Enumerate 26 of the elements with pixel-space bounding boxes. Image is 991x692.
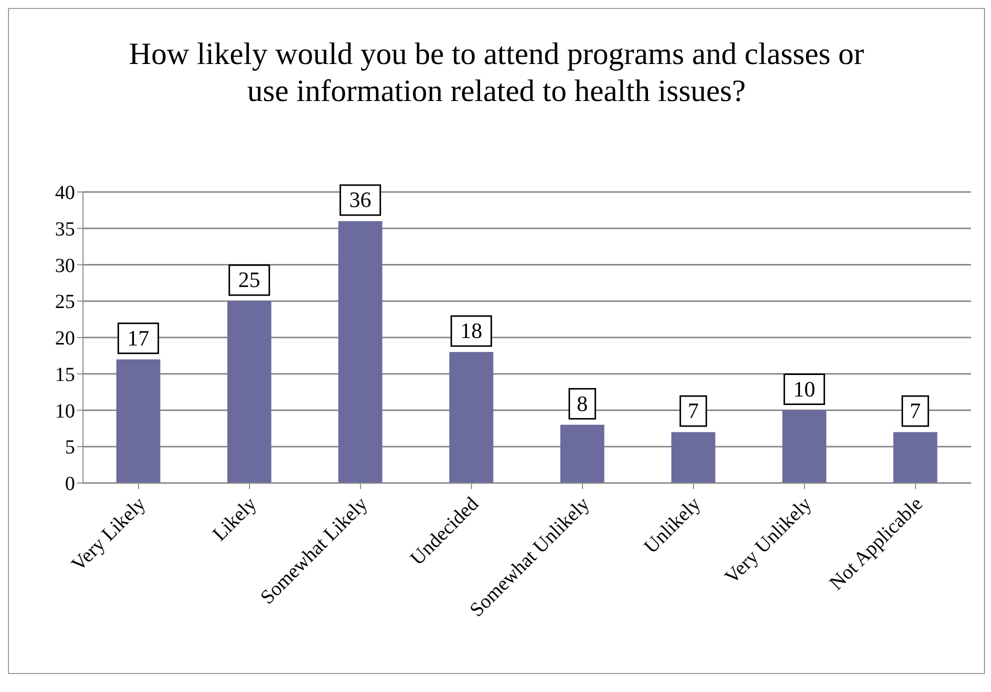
y-tick-label: 15 xyxy=(55,364,75,386)
y-tick-label: 5 xyxy=(65,436,75,459)
y-tick-label: 0 xyxy=(65,473,75,496)
bar xyxy=(671,432,716,483)
bar xyxy=(782,410,826,483)
y-tick-label: 35 xyxy=(55,218,75,240)
data-label: 18 xyxy=(460,318,482,344)
y-tick-label: 30 xyxy=(55,254,75,277)
y-tick-label: 25 xyxy=(55,291,75,314)
bar xyxy=(893,432,938,483)
y-tick-label: 10 xyxy=(55,400,75,422)
data-label: 7 xyxy=(688,398,699,424)
bar xyxy=(449,352,494,483)
bar xyxy=(227,301,272,483)
data-label: 10 xyxy=(793,376,816,402)
data-label: 36 xyxy=(349,187,372,212)
y-tick-label: 40 xyxy=(55,182,75,204)
y-tick-label: 20 xyxy=(55,328,75,350)
data-label: 25 xyxy=(238,267,260,292)
bar xyxy=(116,359,160,483)
bar xyxy=(560,424,604,483)
data-label: 7 xyxy=(910,398,921,424)
data-label: 8 xyxy=(576,390,588,416)
bar xyxy=(338,221,382,483)
data-label: 17 xyxy=(127,325,150,350)
chart-title: How likely would you be to attend programs and classes or use information related to health issues? xyxy=(128,35,866,110)
